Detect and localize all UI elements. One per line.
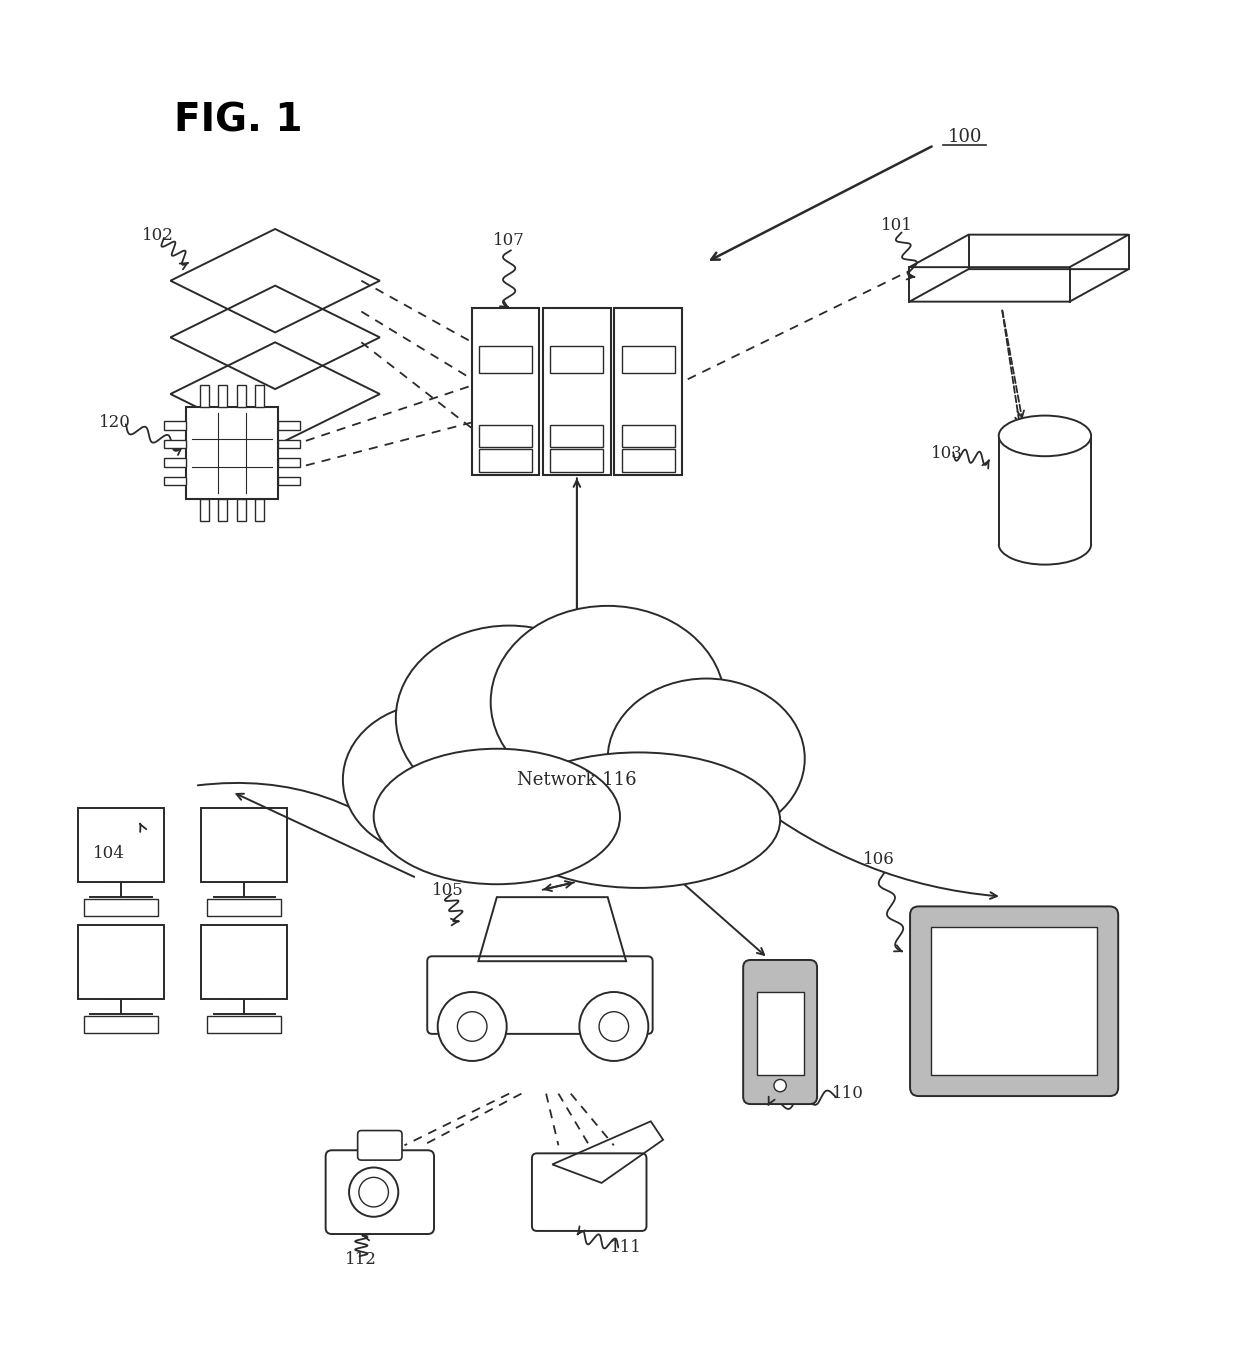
Bar	[164, 440, 186, 448]
Circle shape	[438, 992, 507, 1061]
Text: 105: 105	[432, 881, 464, 899]
Ellipse shape	[998, 415, 1091, 456]
Bar	[255, 385, 264, 407]
Bar	[278, 440, 300, 448]
FancyBboxPatch shape	[428, 956, 652, 1034]
Bar	[479, 449, 532, 471]
Bar	[931, 928, 1097, 1075]
Circle shape	[358, 1177, 388, 1207]
Ellipse shape	[396, 625, 622, 810]
Circle shape	[599, 1012, 629, 1042]
Circle shape	[774, 1080, 786, 1092]
Text: 102: 102	[143, 226, 174, 244]
Text: 110: 110	[832, 1086, 864, 1102]
Bar	[278, 458, 300, 467]
Bar	[278, 477, 300, 485]
Ellipse shape	[491, 606, 724, 798]
Bar	[84, 899, 159, 917]
Bar	[621, 425, 675, 447]
Bar	[78, 808, 164, 881]
Bar	[200, 385, 208, 407]
Bar	[164, 458, 186, 467]
FancyBboxPatch shape	[910, 906, 1118, 1096]
Text: 100: 100	[947, 128, 982, 146]
Bar	[78, 925, 164, 998]
FancyBboxPatch shape	[357, 1130, 402, 1160]
Bar	[201, 808, 288, 881]
Bar	[479, 346, 532, 373]
Bar	[615, 308, 682, 475]
Bar	[237, 500, 246, 522]
Bar	[479, 425, 532, 447]
Bar	[255, 500, 264, 522]
Ellipse shape	[343, 703, 528, 855]
Bar	[218, 500, 227, 522]
Bar	[207, 899, 281, 917]
Bar	[621, 346, 675, 373]
Bar	[218, 385, 227, 407]
Ellipse shape	[998, 524, 1091, 565]
Text: 101: 101	[882, 217, 913, 234]
Bar	[621, 449, 675, 471]
Circle shape	[348, 1167, 398, 1216]
Bar	[164, 421, 186, 430]
Text: Network 116: Network 116	[517, 771, 636, 789]
Bar	[237, 385, 246, 407]
Bar	[551, 346, 604, 373]
Bar	[207, 1016, 281, 1034]
Bar	[278, 421, 300, 430]
Bar	[84, 1016, 159, 1034]
Text: 120: 120	[99, 414, 131, 430]
Bar	[164, 477, 186, 485]
Text: 111: 111	[610, 1239, 642, 1256]
FancyBboxPatch shape	[743, 960, 817, 1105]
Text: 112: 112	[346, 1252, 377, 1268]
Text: 104: 104	[93, 844, 125, 862]
FancyBboxPatch shape	[326, 1151, 434, 1234]
FancyBboxPatch shape	[532, 1154, 646, 1231]
Bar	[186, 407, 278, 500]
Bar	[756, 992, 804, 1075]
Circle shape	[458, 1012, 487, 1042]
Text: 107: 107	[494, 232, 525, 248]
Text: FIG. 1: FIG. 1	[174, 102, 303, 139]
Bar	[200, 500, 208, 522]
Bar	[201, 925, 288, 998]
Text: 106: 106	[863, 851, 894, 868]
Ellipse shape	[608, 678, 805, 839]
Ellipse shape	[373, 749, 620, 884]
Circle shape	[579, 992, 649, 1061]
Bar	[471, 308, 539, 475]
Ellipse shape	[497, 752, 780, 888]
Bar	[543, 308, 611, 475]
Text: 103: 103	[930, 444, 962, 462]
Bar	[551, 449, 604, 471]
Bar	[551, 425, 604, 447]
